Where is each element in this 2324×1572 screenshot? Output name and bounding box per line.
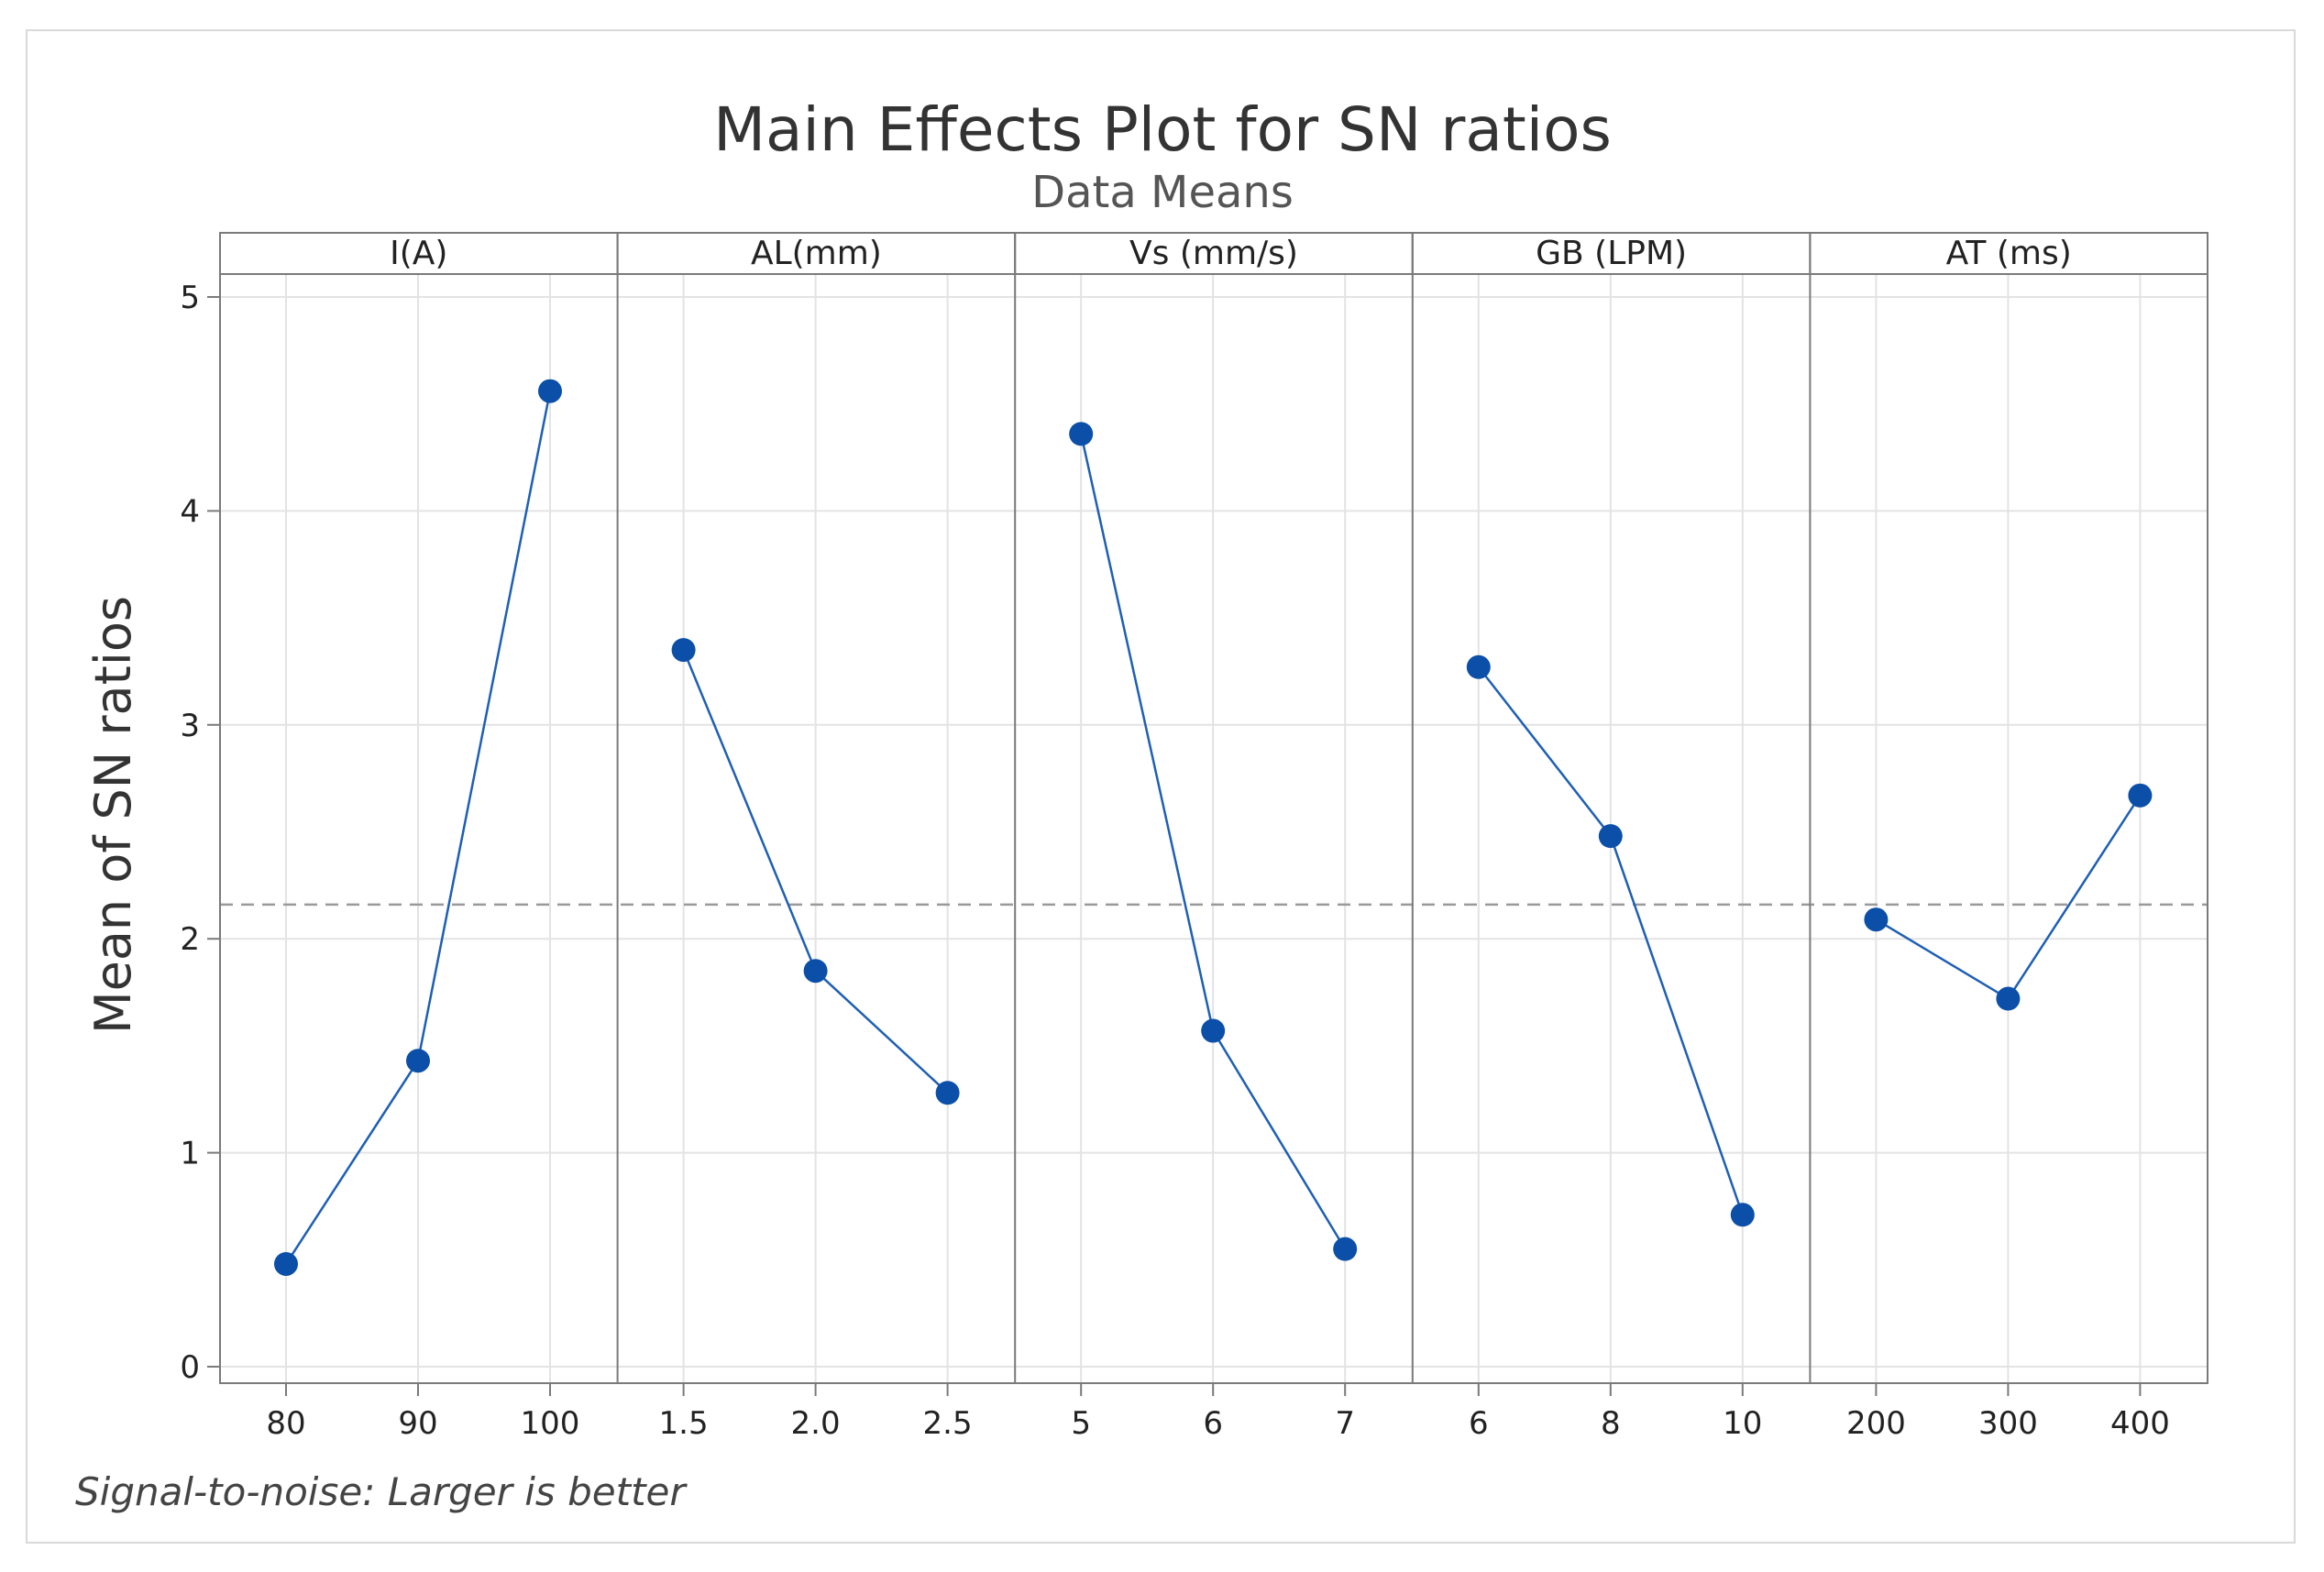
- x-tick-label: 6: [1469, 1405, 1489, 1442]
- plot-border: [219, 232, 2208, 1384]
- x-tick-label: 6: [1203, 1405, 1223, 1442]
- data-point: [1598, 824, 1623, 849]
- x-tick-label: 90: [398, 1405, 437, 1442]
- panel-header-label: AT (ms): [1946, 235, 2072, 272]
- data-point: [1996, 986, 2021, 1011]
- main-effects-chart: Main Effects Plot for SN ratios Data Mea…: [75, 94, 2209, 1514]
- data-point: [2128, 783, 2153, 808]
- x-tick-label: 80: [266, 1405, 305, 1442]
- x-tick-label: 5: [1071, 1405, 1091, 1442]
- x-tick-label: 400: [2110, 1405, 2170, 1442]
- y-tick-label: 2: [180, 921, 200, 958]
- y-tick-label: 3: [180, 708, 200, 744]
- data-point: [1333, 1237, 1358, 1261]
- x-tick-label: 10: [1723, 1405, 1762, 1442]
- x-tick-label: 100: [521, 1405, 580, 1442]
- plot-area: 0 1 2 3 4 5 I(A) 80 90 100 AL(mm) 1.5 2.0 2.5 Vs (mm/s…: [180, 232, 2209, 1442]
- data-point: [1730, 1203, 1755, 1227]
- y-axis-label: Mean of SN ratios: [84, 596, 142, 1034]
- data-point: [1069, 422, 1094, 446]
- data-point: [1201, 1018, 1226, 1043]
- y-tick-label: 5: [180, 280, 200, 316]
- footnote: Signal-to-noise: Larger is better: [75, 1469, 688, 1514]
- data-point: [274, 1251, 298, 1276]
- x-tick-label: 1.5: [659, 1405, 709, 1442]
- x-tick-label: 8: [1601, 1405, 1621, 1442]
- data-point: [538, 379, 562, 403]
- chart-title: Main Effects Plot for SN ratios: [713, 94, 1612, 165]
- x-tick-label: 7: [1335, 1405, 1355, 1442]
- x-tick-label: 2.0: [791, 1405, 841, 1442]
- data-point: [406, 1049, 430, 1073]
- panel-header-label: Vs (mm/s): [1129, 235, 1298, 272]
- data-point: [671, 638, 696, 663]
- data-point: [1466, 654, 1491, 679]
- panel-header-label: AL(mm): [751, 235, 882, 272]
- x-tick-label: 2.5: [923, 1405, 973, 1442]
- panel-header-label: GB (LPM): [1536, 235, 1687, 272]
- data-point: [1864, 907, 1889, 932]
- x-tick-label: 200: [1846, 1405, 1906, 1442]
- chart-frame: Main Effects Plot for SN ratios Data Mea…: [26, 29, 2296, 1544]
- x-tick-label: 300: [1978, 1405, 2038, 1442]
- y-tick-label: 4: [180, 493, 200, 530]
- data-point: [935, 1081, 960, 1105]
- y-tick-label: 1: [180, 1136, 200, 1172]
- chart-subtitle: Data Means: [1031, 167, 1294, 218]
- data-point: [803, 959, 828, 984]
- y-tick-label: 0: [180, 1349, 200, 1386]
- panel-header-label: I(A): [390, 235, 447, 272]
